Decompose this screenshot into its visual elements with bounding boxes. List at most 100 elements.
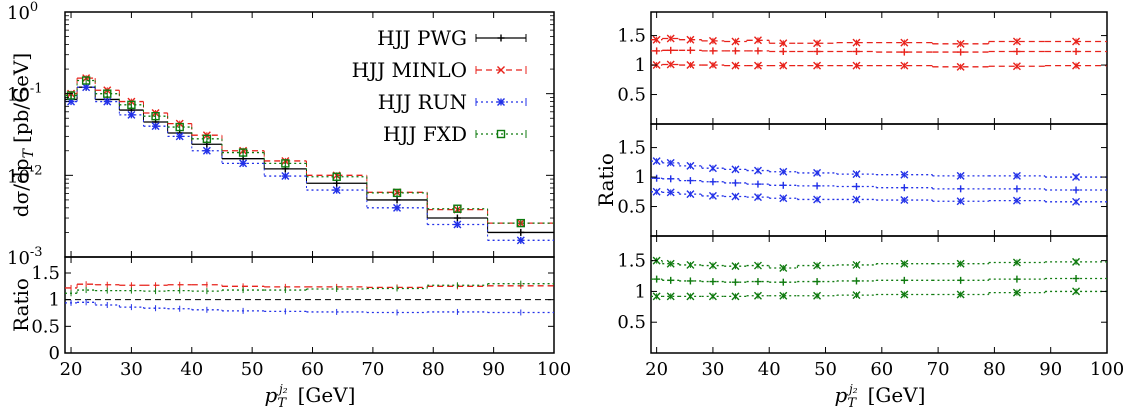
right-bottom-frame — [650, 235, 1108, 354]
rt-series-2-marker — [956, 62, 965, 71]
lr-xtick-label: 60 — [301, 359, 324, 380]
rb-series-2-marker — [1012, 288, 1021, 297]
right-mid-frame — [650, 123, 1108, 237]
legend-label: HJJ RUN — [378, 90, 467, 114]
rt-series-0-marker — [708, 36, 717, 45]
rm-series-0-marker — [1012, 171, 1021, 180]
rb-xtick-label: 50 — [814, 359, 837, 380]
rb-series-2-marker — [900, 290, 909, 299]
legend-marker — [497, 66, 505, 74]
rb-series-0-marker — [1012, 258, 1021, 267]
rm-series-0-marker — [1072, 173, 1081, 182]
main-series-3-marker — [516, 218, 525, 228]
main-series-3-marker — [66, 91, 76, 100]
right-bottom-plot — [651, 256, 1107, 301]
rt-series-2-marker — [753, 61, 762, 70]
lr-ytick-label: 0 — [49, 343, 60, 364]
rt-series-0-marker — [731, 37, 740, 46]
rm-series-0-marker — [731, 165, 740, 174]
rm-ytick-label: 0.5 — [617, 197, 646, 218]
rm-series-0-marker — [852, 170, 861, 179]
lm-ytick-label: 10-3 — [7, 245, 43, 269]
rm-series-0-marker — [753, 166, 762, 175]
rt-series-0-marker — [779, 39, 788, 48]
right-mid-plot — [651, 157, 1107, 206]
main-series-3-marker — [453, 204, 462, 213]
rt-series-2-marker — [1072, 61, 1081, 70]
rm-series-0-marker — [813, 168, 822, 177]
rm-series-0-marker — [652, 157, 661, 166]
rb-series-0-marker — [731, 262, 740, 271]
rm-ytick-label: 1.5 — [617, 138, 646, 159]
rb-series-0-marker — [708, 261, 717, 270]
rt-series-0-marker — [686, 35, 695, 44]
left-main-frame — [64, 11, 555, 258]
rb-series-0-marker — [686, 260, 695, 269]
rb-series-2-marker — [731, 292, 740, 301]
lr-xtick-label: 70 — [361, 359, 384, 380]
rm-series-0-marker — [900, 170, 909, 179]
left-xlabel: pTj₂ [GeV] — [265, 382, 356, 411]
rt-series-2-marker — [900, 61, 909, 70]
right-xlabel: pTj₂ [GeV] — [835, 382, 926, 411]
left-main-ylabel: dσ/dpT[pb/GeV] — [9, 53, 37, 217]
main-series-3-marker — [151, 111, 160, 121]
rb-xtick-label: 40 — [758, 359, 781, 380]
right-top-frame — [650, 11, 1108, 125]
axis-ticks: 10-3 10-2 10-1 100 0 0.5 1 1.5 20 30 40 50 60 70 80 90 1… — [7, 0, 1124, 380]
rm-series-0-marker — [779, 167, 788, 176]
rt-series-0-marker — [652, 35, 661, 44]
rt-series-0-marker — [753, 36, 762, 45]
rb-xtick-label: 60 — [870, 359, 893, 380]
rm-series-2-marker — [708, 191, 717, 200]
lr-xtick-label: 50 — [241, 359, 264, 380]
rt-ytick-label: 0.5 — [617, 85, 646, 106]
rt-series-0-marker — [852, 38, 861, 47]
left-ratio-frame — [64, 256, 555, 354]
lr-xtick-label: 20 — [60, 359, 83, 380]
rt-ytick-label: 1.5 — [617, 26, 646, 47]
left-ratio-plot — [65, 280, 554, 316]
left-main-plot — [65, 74, 554, 245]
rt-series-2-marker — [852, 61, 861, 70]
rm-series-2-marker — [813, 195, 822, 204]
rt-series-0-marker — [1072, 37, 1081, 46]
legend-label: HJJ MINLO — [352, 58, 467, 82]
left-ratio-ylabel: Ratio — [9, 278, 33, 332]
lm-ytick-label: 100 — [7, 0, 38, 24]
rb-ytick-label: 0.5 — [617, 312, 646, 333]
rb-series-2-marker — [779, 291, 788, 300]
rb-series-0-marker — [900, 259, 909, 268]
lm-ytick-label: 10-2 — [7, 163, 43, 187]
rb-series-2-marker — [956, 290, 965, 299]
rb-series-0-marker — [813, 261, 822, 270]
rt-series-0-marker — [666, 34, 675, 43]
rb-series-2-marker — [753, 291, 762, 300]
rt-series-0-marker — [900, 38, 909, 47]
rm-series-2-marker — [852, 195, 861, 204]
rm-series-2-marker — [652, 187, 661, 196]
rm-series-2-marker — [1012, 196, 1021, 205]
legend-label: HJJ FXD — [383, 122, 467, 146]
rt-ytick-label: 1 — [635, 55, 646, 76]
main-series-3-marker — [238, 148, 248, 157]
rm-series-0-marker — [666, 158, 675, 167]
legend-marker — [496, 129, 506, 139]
rb-series-2-marker — [813, 291, 822, 300]
rm-series-2-marker — [900, 196, 909, 205]
rb-ytick-label: 1 — [635, 281, 646, 302]
rb-series-0-marker — [956, 259, 965, 268]
lr-xtick-label: 100 — [537, 359, 571, 380]
rb-series-2-marker — [686, 292, 695, 301]
rb-series-2-marker — [852, 291, 861, 300]
rt-series-2-marker — [708, 61, 717, 70]
legend: HJJ PWG HJJ MINLO HJJ RUN HJJ FXD — [352, 26, 527, 146]
rm-series-0-marker — [956, 171, 965, 180]
rm-series-2-marker — [779, 194, 788, 203]
rb-series-2-marker — [1072, 287, 1081, 296]
rm-series-2-marker — [753, 193, 762, 202]
rb-series-2-marker — [708, 292, 717, 301]
lm-ytick-label: 10-1 — [7, 82, 43, 106]
rb-xtick-label: 100 — [1090, 359, 1124, 380]
